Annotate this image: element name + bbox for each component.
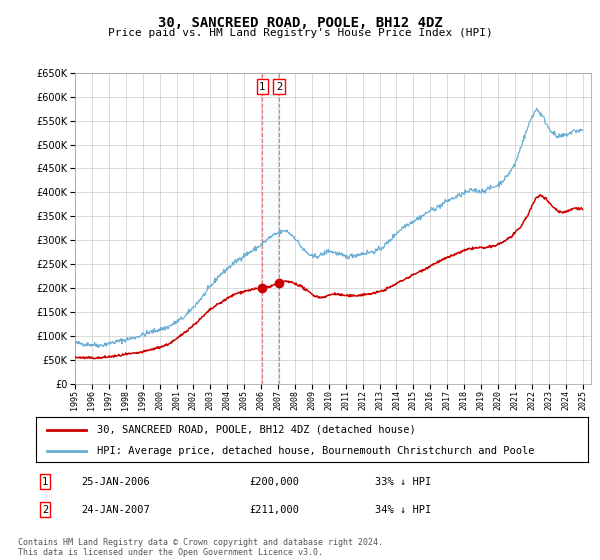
Text: 33% ↓ HPI: 33% ↓ HPI xyxy=(375,477,431,487)
Text: 30, SANCREED ROAD, POOLE, BH12 4DZ: 30, SANCREED ROAD, POOLE, BH12 4DZ xyxy=(158,16,442,30)
Text: 34% ↓ HPI: 34% ↓ HPI xyxy=(375,505,431,515)
Text: 2: 2 xyxy=(276,82,283,92)
Text: HPI: Average price, detached house, Bournemouth Christchurch and Poole: HPI: Average price, detached house, Bour… xyxy=(97,446,534,456)
Text: Contains HM Land Registry data © Crown copyright and database right 2024.
This d: Contains HM Land Registry data © Crown c… xyxy=(18,538,383,557)
Text: 1: 1 xyxy=(259,82,265,92)
Text: 1: 1 xyxy=(42,477,48,487)
Text: 24-JAN-2007: 24-JAN-2007 xyxy=(81,505,150,515)
Bar xyxy=(262,73,279,384)
Text: 25-JAN-2006: 25-JAN-2006 xyxy=(81,477,150,487)
Text: 30, SANCREED ROAD, POOLE, BH12 4DZ (detached house): 30, SANCREED ROAD, POOLE, BH12 4DZ (deta… xyxy=(97,424,415,435)
Text: 2: 2 xyxy=(42,505,48,515)
Text: £211,000: £211,000 xyxy=(249,505,299,515)
Text: Price paid vs. HM Land Registry's House Price Index (HPI): Price paid vs. HM Land Registry's House … xyxy=(107,28,493,38)
Text: £200,000: £200,000 xyxy=(249,477,299,487)
